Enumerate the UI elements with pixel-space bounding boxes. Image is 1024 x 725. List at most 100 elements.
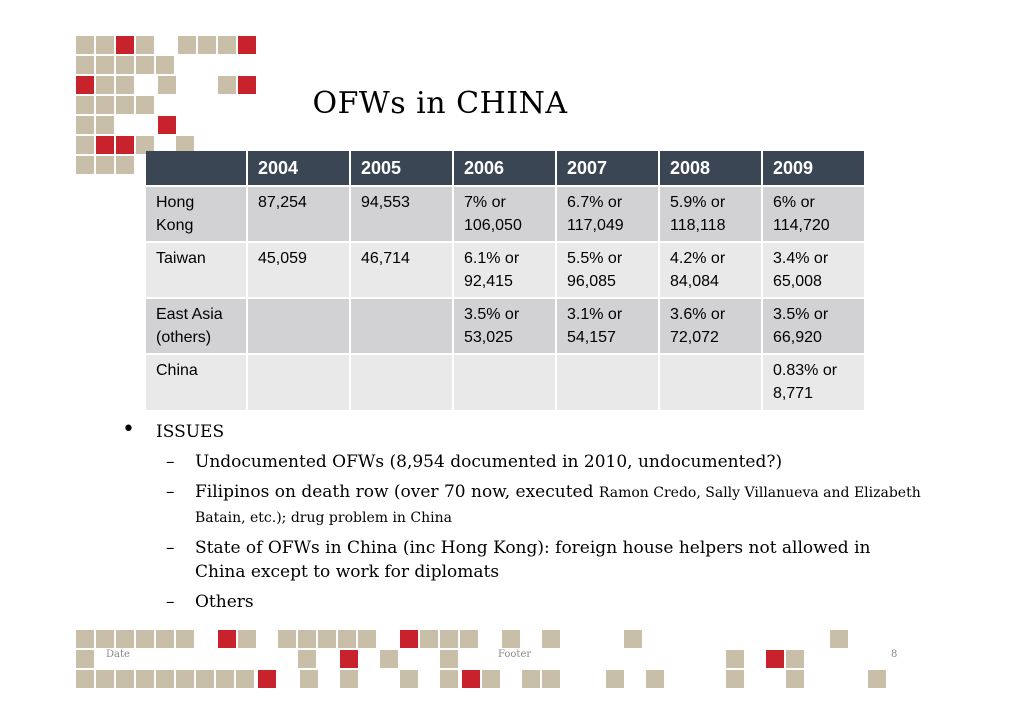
tan-square xyxy=(868,670,886,688)
table-cell xyxy=(247,353,351,410)
tan-square xyxy=(116,56,134,74)
table-cell: 0.83% or 8,771 xyxy=(762,353,866,410)
tan-square xyxy=(196,670,214,688)
tan-square xyxy=(542,630,560,648)
table-cell: 94,553 xyxy=(350,185,454,242)
tan-square xyxy=(96,76,114,94)
table-row: Taiwan 45,059 46,714 6.1% or 92,415 5.5% or 96… xyxy=(146,241,866,298)
tan-square xyxy=(216,670,234,688)
sub-bullet: – State of OFWs in China (inc Hong Kong):… xyxy=(122,536,922,584)
tan-square xyxy=(482,670,500,688)
sub-bullet-text: Others xyxy=(195,592,254,612)
sub-bullet-text: Undocumented OFWs (8,954 documented in 2… xyxy=(195,452,783,472)
tan-square xyxy=(380,650,398,668)
red-square xyxy=(96,136,114,154)
tan-square xyxy=(278,630,296,648)
tan-square xyxy=(358,630,376,648)
header-year: 2009 xyxy=(762,151,866,186)
tan-square xyxy=(156,630,174,648)
tan-square xyxy=(96,56,114,74)
footer-center: Footer xyxy=(498,649,532,660)
tan-square xyxy=(338,630,356,648)
tan-square xyxy=(136,136,154,154)
tan-square xyxy=(76,116,94,134)
tan-square xyxy=(116,670,134,688)
tan-square xyxy=(136,670,154,688)
tan-square xyxy=(116,156,134,174)
tan-square xyxy=(96,96,114,114)
bullet-issues: • ISSUES xyxy=(122,418,922,444)
sub-bullet: – Undocumented OFWs (8,954 documented in … xyxy=(122,450,922,474)
page-number: 8 xyxy=(891,649,898,660)
footer-date: Date xyxy=(106,649,130,660)
tan-square xyxy=(300,670,318,688)
table-row: China 0.83% or 8,771 xyxy=(146,353,866,410)
row-label: Hong Kong xyxy=(146,185,248,242)
tan-square xyxy=(178,36,196,54)
sub-bullet-text-small: Ramon Credo, Sally Villanueva and Elizab… xyxy=(195,485,921,526)
tan-square xyxy=(156,670,174,688)
tan-square xyxy=(440,650,458,668)
table-cell: 3.4% or 65,008 xyxy=(762,241,866,298)
tan-square xyxy=(460,630,478,648)
tan-square xyxy=(136,36,154,54)
tan-square xyxy=(76,36,94,54)
tan-square xyxy=(502,630,520,648)
table-cell: 45,059 xyxy=(247,241,351,298)
header-blank xyxy=(146,151,248,186)
table-cell xyxy=(350,353,454,410)
tan-square xyxy=(542,670,560,688)
table-cell: 4.2% or 84,084 xyxy=(659,241,763,298)
red-square xyxy=(258,670,276,688)
tan-square xyxy=(440,630,458,648)
tan-square xyxy=(76,670,94,688)
tan-square xyxy=(340,670,358,688)
header-year: 2007 xyxy=(556,151,660,186)
sub-bullet: – Others xyxy=(122,590,922,614)
red-square xyxy=(218,630,236,648)
dash-icon: – xyxy=(166,452,175,472)
red-square xyxy=(76,76,94,94)
red-square xyxy=(238,36,256,54)
tan-square xyxy=(318,630,336,648)
table-cell: 6% or 114,720 xyxy=(762,185,866,242)
tan-square xyxy=(420,630,438,648)
table-cell xyxy=(453,353,557,410)
table-row: Hong Kong 87,254 94,553 7% or 106,050 6.7% or 1… xyxy=(146,185,866,242)
table-cell: 6.7% or 117,049 xyxy=(556,185,660,242)
red-square xyxy=(238,76,256,94)
table-cell: 3.6% or 72,072 xyxy=(659,297,763,354)
tan-square xyxy=(298,630,316,648)
sub-bullet-text: Filipinos on death row (over 70 now, exe… xyxy=(195,482,599,502)
bullet-text: ISSUES xyxy=(156,422,225,442)
table-cell: 3.5% or 66,920 xyxy=(762,297,866,354)
tan-square xyxy=(136,630,154,648)
tan-square xyxy=(116,630,134,648)
issues-list: • ISSUES – Undocumented OFWs (8,954 docum… xyxy=(122,418,922,614)
red-square xyxy=(116,136,134,154)
tan-square xyxy=(440,670,458,688)
red-square xyxy=(158,116,176,134)
tan-square xyxy=(400,670,418,688)
table-cell: 5.5% or 96,085 xyxy=(556,241,660,298)
tan-square xyxy=(76,630,94,648)
table-cell: 3.1% or 54,157 xyxy=(556,297,660,354)
dash-icon: – xyxy=(166,482,175,502)
row-label: East Asia (others) xyxy=(146,297,248,354)
dash-icon: – xyxy=(166,592,175,612)
tan-square xyxy=(238,630,256,648)
table-cell xyxy=(556,353,660,410)
tan-square xyxy=(136,56,154,74)
tan-square xyxy=(96,670,114,688)
red-square xyxy=(116,36,134,54)
tan-square xyxy=(218,76,236,94)
table-cell: 3.5% or 53,025 xyxy=(453,297,557,354)
tan-square xyxy=(76,136,94,154)
header-year: 2004 xyxy=(247,151,351,186)
table-cell: 7% or 106,050 xyxy=(453,185,557,242)
dash-icon: – xyxy=(166,538,175,558)
tan-square xyxy=(786,650,804,668)
table-cell: 46,714 xyxy=(350,241,454,298)
tan-square xyxy=(116,76,134,94)
tan-square xyxy=(606,670,624,688)
